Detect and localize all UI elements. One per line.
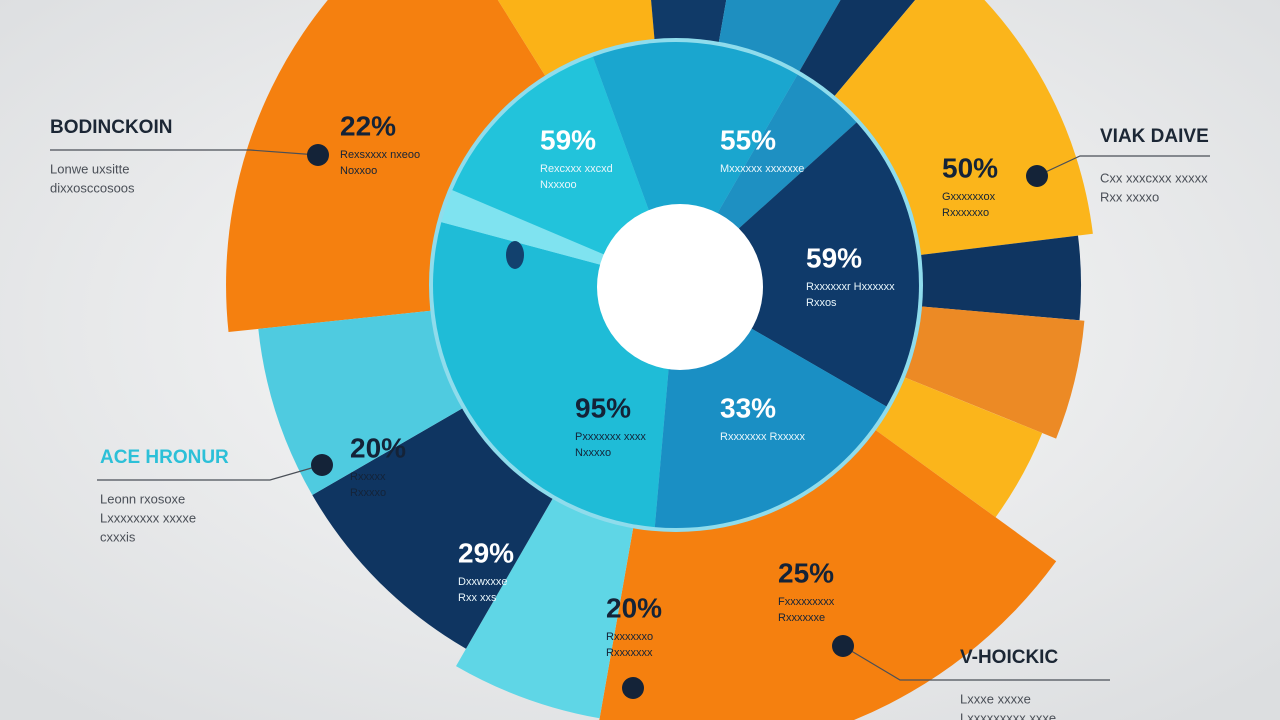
callout-text: cxxxis bbox=[100, 529, 136, 544]
callout-title: VIAK DAIVE bbox=[1100, 126, 1209, 147]
leader-dot bbox=[307, 144, 329, 166]
callout-text: dixxosccosoos bbox=[50, 180, 135, 195]
callout-text: Cxx xxxcxxx xxxxx bbox=[1100, 170, 1208, 185]
segment-value: 59% bbox=[540, 124, 596, 155]
leader-dot bbox=[832, 635, 854, 657]
leader-line bbox=[97, 464, 323, 481]
center-hole bbox=[597, 204, 763, 370]
segment-value: 95% bbox=[575, 392, 631, 423]
labels: 22% Rexsxxxx nxeoo Noxxoo 59% Rexcxxx xxcxd N… bbox=[50, 110, 1210, 720]
inner-wedge bbox=[452, 56, 676, 286]
leader-dot bbox=[1026, 165, 1048, 187]
segment-value: 33% bbox=[720, 392, 776, 423]
segment-note: Rxxxxxxo bbox=[606, 631, 653, 643]
leader-line bbox=[50, 149, 319, 156]
segment-note: Nxxxxo bbox=[575, 447, 611, 459]
segment-note: Rxxxxo bbox=[350, 487, 386, 499]
segment-note: Mxxxxxx xxxxxxe bbox=[720, 163, 804, 175]
callout-text: Lonwe uxsitte bbox=[50, 161, 130, 176]
segment-note: Rxxxxx bbox=[350, 471, 386, 483]
leader-dot bbox=[311, 454, 333, 476]
segment-note: Rxxxxxxo bbox=[942, 207, 989, 219]
callout-text: Rxx xxxxo bbox=[1100, 189, 1159, 204]
inner-wedge bbox=[592, 42, 798, 285]
segment-value: 25% bbox=[778, 557, 834, 588]
segment-value: 55% bbox=[720, 124, 776, 155]
segment-note: Rexcxxx xxcxd bbox=[540, 163, 613, 175]
callout-title: V-HOICKIC bbox=[960, 647, 1058, 668]
leader-line bbox=[842, 645, 1110, 681]
callout-title: BODINCKOIN bbox=[50, 117, 172, 138]
callout-text: Lxxxe xxxxe bbox=[960, 691, 1031, 706]
callout-title: ACE HRONUR bbox=[100, 447, 229, 468]
segment-note: Pxxxxxxx xxxx bbox=[575, 431, 646, 443]
leader-dot bbox=[622, 677, 644, 699]
segment-value: 29% bbox=[458, 537, 514, 568]
segment-note: Rxxxxxxe bbox=[778, 612, 825, 624]
segment-value: 59% bbox=[806, 242, 862, 273]
segment-note: Fxxxxxxxxx bbox=[778, 596, 835, 608]
segment-value: 20% bbox=[606, 592, 662, 623]
segment-note: Rxxos bbox=[806, 297, 837, 309]
segment-note: Dxxwxxxe bbox=[458, 576, 508, 588]
segment-note: Gxxxxxxox bbox=[942, 191, 996, 203]
segment-note: Rxx xxs bbox=[458, 592, 497, 604]
callout-text: Lxxxxxxxx xxxxe bbox=[100, 510, 196, 525]
callout-text: Leonn rxosoxe bbox=[100, 491, 185, 506]
leader-line bbox=[1036, 155, 1210, 177]
segment-value: 50% bbox=[942, 152, 998, 183]
segment-value: 20% bbox=[350, 432, 406, 463]
segment-note: Noxxoo bbox=[340, 165, 377, 177]
segment-note: Rexsxxxx nxeoo bbox=[340, 149, 420, 161]
marker bbox=[506, 241, 524, 269]
segment-note: Nxxxoo bbox=[540, 179, 577, 191]
segment-value: 22% bbox=[340, 110, 396, 141]
inner-wedge bbox=[676, 122, 919, 407]
callout-text: Lxxxxxxxxx xxxe bbox=[960, 710, 1056, 720]
segment-note: Rxxxxxxx bbox=[606, 647, 653, 659]
segment-note: Rxxxxxxx Rxxxxx bbox=[720, 431, 805, 443]
segment-note: Rxxxxxxr Hxxxxxx bbox=[806, 281, 895, 293]
